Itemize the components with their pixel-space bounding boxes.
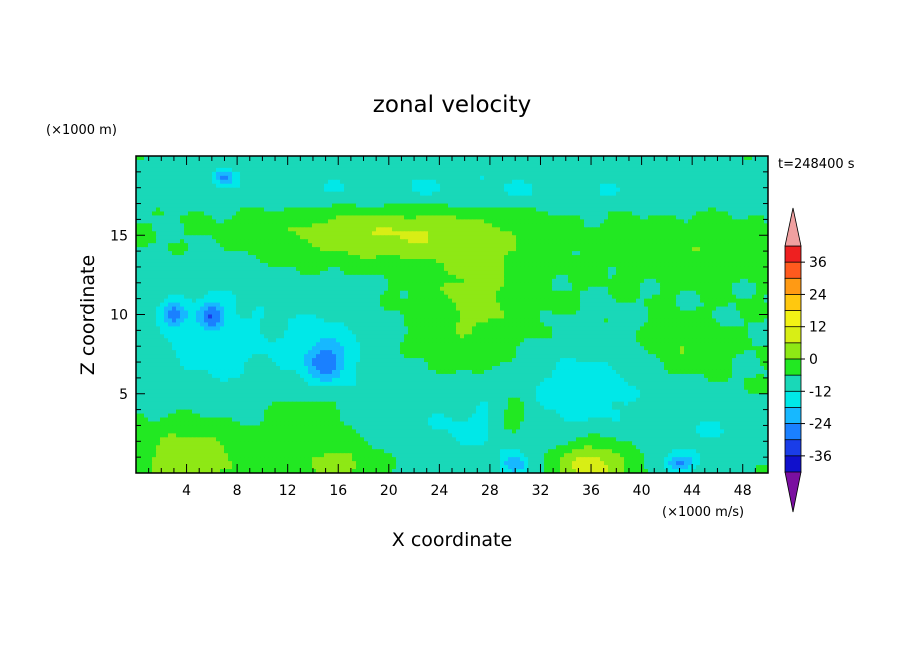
x-tick-label: 12 bbox=[279, 483, 297, 499]
x-tick-label: 16 bbox=[329, 483, 347, 499]
colorbar-segment bbox=[784, 455, 802, 473]
x-tick-label: 4 bbox=[182, 483, 191, 499]
colorbar-tick-label: 36 bbox=[809, 255, 827, 271]
colorbar-segment bbox=[784, 439, 802, 457]
x-tick-label: 48 bbox=[734, 483, 752, 499]
colorbar-segment bbox=[784, 423, 802, 441]
colorbar-segment bbox=[784, 245, 802, 263]
x-tick-label: 28 bbox=[481, 483, 499, 499]
colorbar-tick-label: -36 bbox=[809, 449, 832, 465]
x-tick-label: 36 bbox=[582, 483, 600, 499]
time-label: t=248400 s bbox=[778, 157, 855, 172]
x-tick-label: 24 bbox=[430, 483, 448, 499]
chart-title: zonal velocity bbox=[373, 92, 531, 118]
y-tick-label: 10 bbox=[110, 308, 128, 324]
x-axis: 4 8 12 16 20 24 28 32 36 40 44 48 bbox=[135, 156, 769, 499]
colorbar-tick-label: 12 bbox=[809, 320, 827, 336]
colorbar-tick-label: 24 bbox=[809, 287, 827, 303]
colorbar-segment bbox=[784, 261, 802, 279]
y-tick-label: 15 bbox=[110, 228, 128, 244]
x-tick-label: 20 bbox=[380, 483, 398, 499]
colorbar-segment bbox=[784, 310, 802, 328]
x-tick-label: 32 bbox=[532, 483, 550, 499]
x-tick-label: 8 bbox=[233, 483, 242, 499]
colorbar-tick-label: -12 bbox=[809, 384, 832, 400]
x-axis-title: X coordinate bbox=[392, 529, 512, 551]
colorbar-min-arrow bbox=[784, 471, 802, 513]
colorbar-tick-label: -24 bbox=[809, 417, 832, 433]
y-axis-title: Z coordinate bbox=[77, 255, 99, 375]
colorbar-segment bbox=[784, 407, 802, 425]
colorbar-segment bbox=[784, 374, 802, 392]
contour-field bbox=[136, 156, 768, 473]
colorbar-segment bbox=[784, 358, 802, 376]
colorbar-max-arrow bbox=[784, 207, 802, 247]
colorbar: 36 24 12 0 -12 -24 -36 bbox=[784, 207, 832, 513]
colorbar-segment bbox=[784, 390, 802, 409]
y-unit-label: (×1000 m) bbox=[46, 123, 117, 138]
colorbar-segment bbox=[784, 294, 802, 312]
y-tick-label: 5 bbox=[119, 387, 128, 403]
y-axis: 5 10 15 bbox=[110, 155, 768, 474]
x-tick-label: 44 bbox=[683, 483, 701, 499]
x-unit-label: (×1000 m/s) bbox=[662, 505, 744, 520]
colorbar-segment bbox=[784, 326, 802, 344]
colorbar-tick-label: 0 bbox=[809, 352, 818, 368]
x-tick-label: 40 bbox=[633, 483, 651, 499]
colorbar-segment bbox=[784, 342, 802, 360]
colorbar-segment bbox=[784, 277, 802, 296]
